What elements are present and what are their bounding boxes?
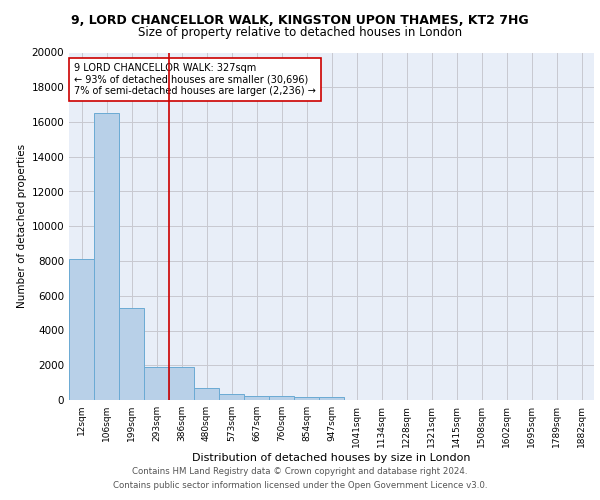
Text: Size of property relative to detached houses in London: Size of property relative to detached ho… (138, 26, 462, 39)
Text: 9 LORD CHANCELLOR WALK: 327sqm
← 93% of detached houses are smaller (30,696)
7% : 9 LORD CHANCELLOR WALK: 327sqm ← 93% of … (74, 63, 316, 96)
Bar (219, 394, 244, 400)
Bar (319, 398, 344, 400)
Bar (194, 388, 219, 400)
Bar (294, 396, 319, 400)
Bar (119, 308, 144, 400)
Bar (244, 396, 269, 400)
Bar (269, 396, 294, 400)
Bar (144, 367, 169, 400)
Text: 9, LORD CHANCELLOR WALK, KINGSTON UPON THAMES, KT2 7HG: 9, LORD CHANCELLOR WALK, KINGSTON UPON T… (71, 14, 529, 27)
Bar (69, 260, 94, 400)
Y-axis label: Number of detached properties: Number of detached properties (17, 144, 27, 308)
X-axis label: Distribution of detached houses by size in London: Distribution of detached houses by size … (192, 452, 471, 462)
Text: Contains public sector information licensed under the Open Government Licence v3: Contains public sector information licen… (113, 481, 487, 490)
Text: Contains HM Land Registry data © Crown copyright and database right 2024.: Contains HM Land Registry data © Crown c… (132, 467, 468, 476)
Bar (169, 367, 194, 400)
Bar (94, 114, 119, 400)
